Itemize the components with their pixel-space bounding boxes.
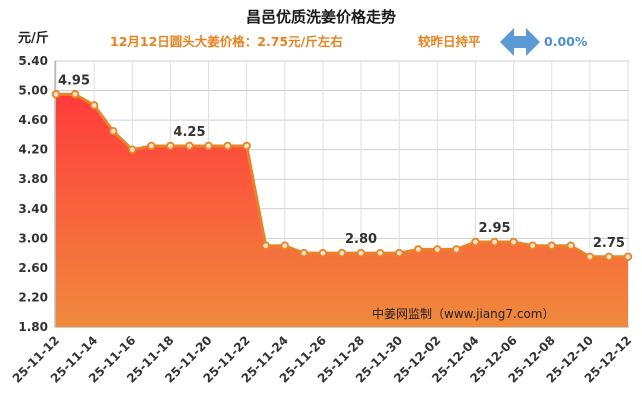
data-point	[204, 141, 213, 151]
watermark: 中姜网监制（www.jiang7.com）	[372, 306, 554, 321]
data-label: 2.75	[593, 236, 625, 251]
price-subtitle: 12月12日圆头大姜价格：2.75元/斤左右	[110, 34, 343, 49]
compare-label: 较昨日持平	[418, 34, 481, 49]
data-point	[299, 248, 309, 258]
data-point	[356, 248, 366, 258]
data-point	[337, 248, 347, 258]
y-tick-label: 3.80	[18, 172, 48, 186]
data-label: 2.80	[345, 232, 377, 247]
data-point	[490, 237, 499, 247]
data-point	[604, 252, 614, 262]
data-point	[433, 245, 442, 254]
data-points	[51, 90, 633, 262]
area-fill	[56, 94, 628, 327]
y-tick-label: 5.40	[18, 54, 48, 68]
data-point	[547, 241, 556, 250]
y-tick-label: 5.00	[18, 84, 48, 98]
data-point	[528, 241, 537, 250]
data-point	[585, 252, 595, 262]
data-point	[395, 248, 404, 258]
data-point	[509, 237, 518, 247]
y-tick-label: 2.20	[18, 290, 48, 304]
data-point	[147, 141, 156, 151]
y-tick-label: 4.60	[18, 113, 48, 127]
data-point	[108, 126, 118, 136]
y-axis-ticks: 5.40 5.00 4.60 4.20 3.80 3.40 3.00 2.60 2.20 1.80	[18, 54, 48, 334]
data-point	[452, 245, 461, 254]
data-point	[185, 141, 194, 151]
data-point	[280, 241, 289, 250]
data-label: 4.95	[58, 73, 90, 88]
data-point	[566, 241, 575, 250]
area-fill-path	[56, 94, 628, 327]
data-label: 2.95	[478, 221, 510, 236]
y-axis-unit: 元/斤	[18, 30, 49, 46]
left-right-arrow-icon	[500, 28, 540, 56]
y-tick-label: 1.80	[18, 320, 48, 334]
chart-title: 昌邑优质洗姜价格走势	[246, 8, 396, 26]
data-point	[51, 90, 61, 99]
data-point	[261, 241, 270, 250]
y-tick-label: 3.40	[18, 202, 48, 216]
data-point	[471, 237, 480, 247]
data-point	[318, 248, 328, 258]
data-point	[128, 145, 137, 154]
y-tick-label: 3.00	[18, 231, 48, 245]
data-label: 4.25	[173, 125, 205, 140]
y-tick-label: 2.60	[18, 261, 48, 275]
change-percent: 0.00%	[544, 34, 588, 49]
data-point	[166, 141, 175, 151]
data-point	[223, 141, 232, 151]
data-point	[89, 101, 99, 110]
y-tick-label: 4.20	[18, 143, 48, 157]
data-point	[414, 245, 423, 254]
data-point	[242, 141, 251, 151]
data-point	[623, 252, 633, 262]
data-point	[375, 248, 385, 258]
data-point	[70, 90, 80, 99]
data-labels: 4.95 4.25 2.80 2.95 2.75	[58, 73, 625, 251]
x-axis-ticks: 25-11-1225-11-1425-11-1625-11-1825-11-20…	[10, 333, 634, 385]
